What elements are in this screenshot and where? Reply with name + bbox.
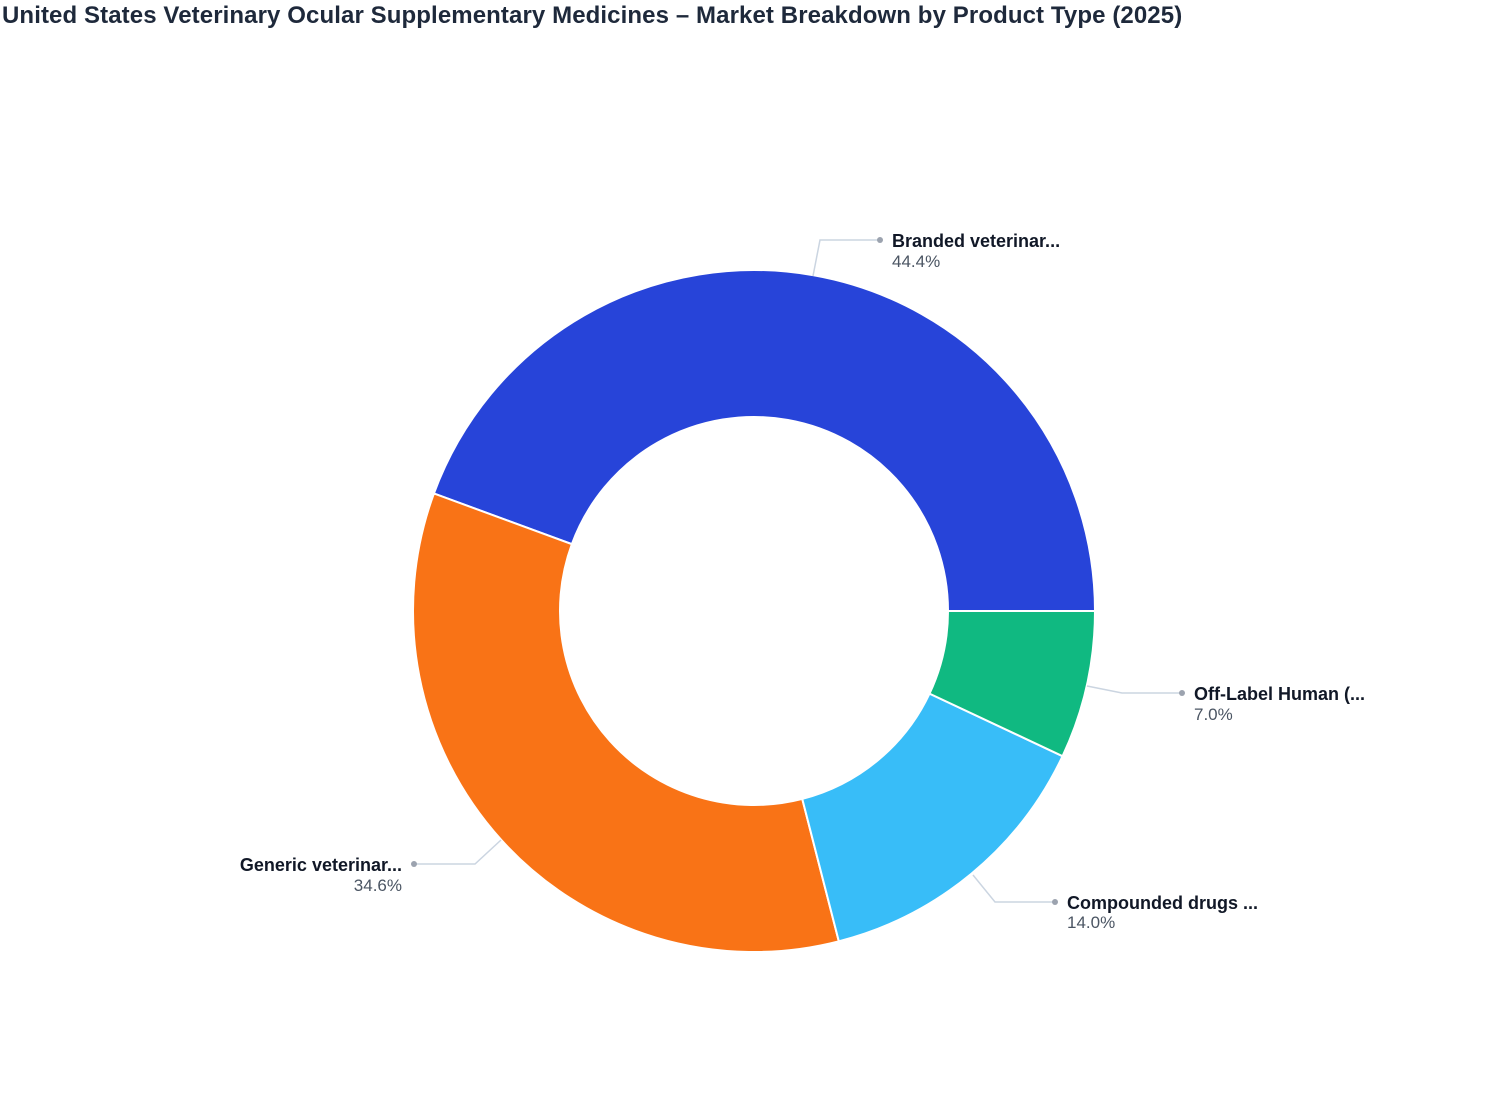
label-compounded-pct: 14.0% [1067,913,1115,932]
leader-dot-offlabel [1179,690,1185,696]
chart-title: United States Veterinary Ocular Suppleme… [2,2,1183,29]
donut-slices [412,269,1097,953]
leader-line-branded [812,239,880,277]
slice-branded[interactable] [432,269,1097,612]
leader-line-compounded [972,874,1055,903]
label-compounded-name: Compounded drugs ... [1067,893,1258,913]
label-branded-pct: 44.4% [892,252,940,271]
label-generic-pct: 34.6% [354,876,402,895]
leader-lines [411,237,1185,905]
slice-offlabel[interactable] [928,610,1097,758]
leader-line-generic [414,839,502,865]
leader-line-offlabel [1086,685,1182,694]
leader-dot-branded [877,237,883,243]
slice-compounded[interactable] [801,692,1064,943]
label-generic-name: Generic veterinar... [240,855,402,875]
label-offlabel-name: Off-Label Human (... [1194,684,1365,704]
label-offlabel-pct: 7.0% [1194,705,1233,724]
slice-labels: Branded veterinar... 44.4% Generic veter… [240,231,1365,932]
label-branded-name: Branded veterinar... [892,231,1060,251]
leader-dot-generic [411,861,417,867]
slice-generic[interactable] [412,492,841,953]
leader-dot-compounded [1052,899,1058,905]
